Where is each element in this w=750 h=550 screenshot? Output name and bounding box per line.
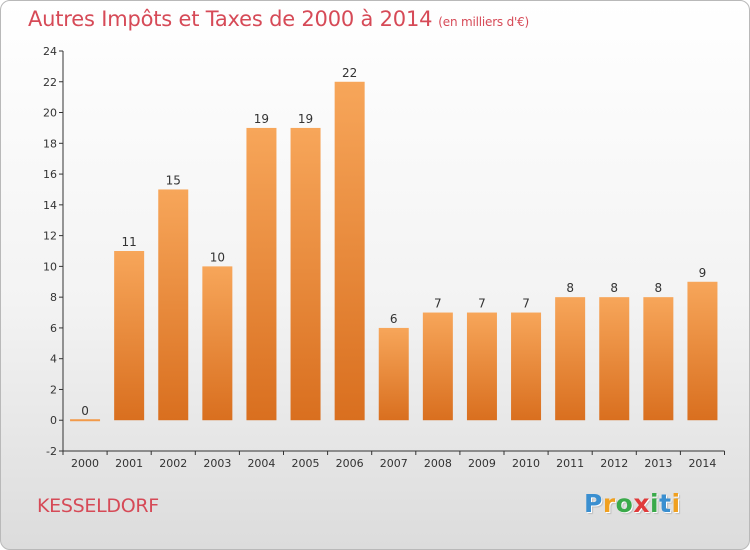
commune-name: KESSELDORF [37,495,159,517]
x-tick-label: 2009 [468,457,496,470]
y-tick-label: 18 [43,137,57,150]
x-tick-label: 2001 [115,457,143,470]
value-label: 8 [655,281,663,295]
y-tick-label: 12 [43,230,57,243]
x-tick-label: 2014 [688,457,716,470]
value-label: 19 [298,112,313,126]
bars [70,81,718,422]
logo-letter: P [584,489,603,518]
bar [466,312,497,421]
logo-letter: o [615,489,634,518]
value-label: 7 [522,297,530,311]
value-label: 7 [434,297,442,311]
y-tick-label: 8 [50,291,57,304]
bar [70,419,101,422]
bar [599,297,630,421]
value-label: 8 [610,281,618,295]
x-tick-label: 2006 [336,457,364,470]
x-tick-label: 2013 [644,457,672,470]
value-label: 19 [254,112,269,126]
value-label: 7 [478,297,486,311]
y-tick-label: 20 [43,107,57,120]
logo-letter: r [602,489,616,518]
bar [158,189,189,421]
bar [246,127,277,421]
bar [290,127,321,421]
bar [422,312,453,421]
bar [555,297,586,421]
logo-letter: i [671,489,681,518]
x-tick-label: 2005 [292,457,320,470]
bar [334,81,365,421]
bar [511,312,542,421]
value-label: 6 [390,312,398,326]
logo-letter: x [633,489,650,518]
x-tick-label: 2011 [556,457,584,470]
y-tick-label: 6 [50,322,57,335]
value-label: 15 [166,173,181,187]
x-tick-label: 2000 [71,457,99,470]
x-tick-label: 2008 [424,457,452,470]
value-label: 10 [210,250,225,264]
logo-letter: t [659,489,672,518]
bar [687,281,718,421]
y-tick-label: 14 [43,199,57,212]
bar [202,266,233,421]
y-tick-label: 16 [43,168,57,181]
x-tick-label: 2002 [159,457,187,470]
y-tick-label: -2 [46,445,57,458]
value-label: 0 [81,404,89,418]
value-label: 9 [699,266,707,280]
x-tick-label: 2004 [247,457,275,470]
y-tick-label: 2 [50,383,57,396]
bar [114,251,145,421]
value-labels: 0 11 15 10 19 19 22 6 7 7 7 8 8 8 9 [81,66,706,418]
bar [643,297,674,421]
y-tick-label: 0 [50,414,57,427]
value-label: 22 [342,66,357,80]
x-tick-label: 2012 [600,457,628,470]
proxiti-logo[interactable]: Proxiti [584,489,681,518]
logo-letter: i [650,489,660,518]
x-tick-label: 2003 [203,457,231,470]
y-tick-label: 24 [43,45,57,58]
chart-title-text: Autres Impôts et Taxes de 2000 à 2014 [28,7,433,31]
y-tick-label: 10 [43,260,57,273]
x-tick-label: 2007 [380,457,408,470]
y-tick-label: 22 [43,76,57,89]
x-tick-label: 2010 [512,457,540,470]
value-label: 8 [566,281,574,295]
chart-title: Autres Impôts et Taxes de 2000 à 2014 (en… [28,7,529,31]
bar [378,327,409,421]
value-label: 11 [122,235,137,249]
x-axis: 2000 2001 2002 2003 2004 2005 2006 2007 2008 2009… [62,450,725,470]
y-tick-label: 4 [50,353,57,366]
chart-subtitle: (en milliers d'€) [438,15,530,29]
